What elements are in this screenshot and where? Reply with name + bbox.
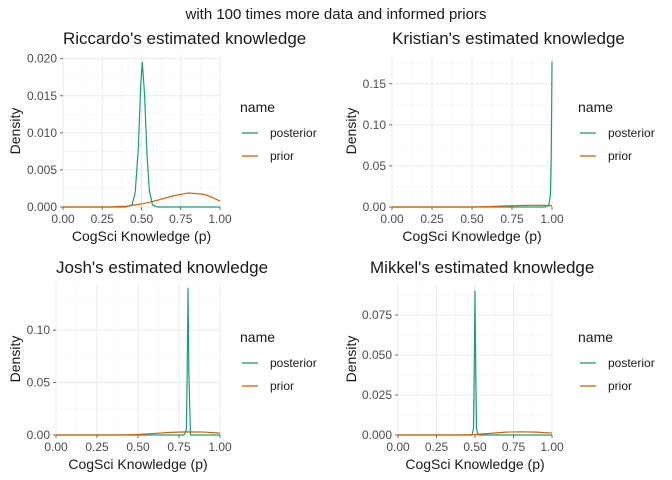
x-tick-label: 0.00 (44, 440, 68, 454)
y-axis-label: Density (343, 108, 359, 155)
x-axis-label: CogSci Knowledge (p) (72, 228, 211, 244)
x-tick-label: 0.75 (500, 212, 524, 226)
panel-1: 0.00 0.25 0.50 0.75 1.00 0.000 0.005 0.010 0.015… (7, 29, 317, 244)
y-tick-label: 0.00 (27, 428, 51, 442)
figure-suptitle: with 100 times more data and informed pr… (185, 6, 487, 23)
legend-title: name (240, 99, 275, 115)
x-tick-label: 1.00 (540, 212, 564, 226)
x-tick-label: 0.50 (460, 212, 484, 226)
panel-title: Kristian's estimated knowledge (392, 29, 625, 48)
legend-title: name (240, 329, 275, 345)
posterior-legend-label: posterior (270, 356, 317, 370)
prior-line (63, 192, 221, 208)
x-tick-label: 0.50 (126, 440, 150, 454)
prior-line (392, 204, 553, 208)
x-tick-label: 1.00 (208, 440, 232, 454)
legend-title: name (578, 99, 613, 115)
x-tick-label: 0.25 (91, 212, 115, 226)
posterior-line (398, 290, 552, 436)
y-tick-label: 0.005 (27, 163, 57, 177)
posterior-legend-label: posterior (270, 126, 317, 140)
legend: name posterior prior (240, 99, 317, 163)
x-axis-label: CogSci Knowledge (p) (402, 228, 541, 244)
x-tick-label: 0.50 (130, 212, 154, 226)
x-tick-label: 0.00 (380, 212, 404, 226)
y-tick-label: 0.015 (27, 89, 57, 103)
posterior-line (392, 61, 553, 208)
x-tick-label: 0.75 (169, 212, 193, 226)
x-tick-label: 0.75 (167, 440, 191, 454)
y-tick-label: 0.05 (27, 376, 51, 390)
panel-3: 0.00 0.25 0.50 0.75 1.00 0.00 0.05 0.10 Josh's e… (7, 258, 317, 472)
y-tick-label: 0.020 (27, 52, 57, 66)
y-tick-label: 0.15 (363, 77, 387, 91)
panel-2: 0.00 0.25 0.50 0.75 1.00 0.00 0.05 0.10 0.15 Kris… (343, 29, 655, 244)
x-tick-label: 0.25 (85, 440, 109, 454)
prior-legend-label: prior (608, 149, 632, 163)
y-tick-label: 0.10 (27, 323, 51, 337)
prior-legend-label: prior (270, 379, 294, 393)
panel-title: Riccardo's estimated knowledge (63, 29, 306, 48)
x-tick-label: 0.00 (386, 440, 410, 454)
y-tick-label: 0.00 (363, 200, 387, 214)
posterior-legend-label: posterior (608, 356, 655, 370)
legend: name posterior prior (240, 329, 317, 393)
x-axis-label: CogSci Knowledge (p) (68, 456, 207, 472)
prior-line (398, 431, 553, 436)
prior-legend-label: prior (608, 379, 632, 393)
x-tick-label: 0.75 (502, 440, 526, 454)
x-tick-label: 0.00 (51, 212, 75, 226)
posterior-legend-label: posterior (608, 126, 655, 140)
x-tick-label: 0.25 (420, 212, 444, 226)
y-tick-label: 0.075 (362, 308, 392, 322)
panel-title: Mikkel's estimated knowledge (370, 258, 594, 277)
y-axis-label: Density (343, 336, 359, 383)
legend-title: name (578, 329, 613, 345)
y-axis-label: Density (7, 108, 23, 155)
y-axis-label: Density (7, 336, 23, 383)
x-axis-label: CogSci Knowledge (p) (405, 456, 544, 472)
y-tick-label: 0.05 (363, 159, 387, 173)
y-tick-label: 0.000 (362, 428, 392, 442)
panel-title: Josh's estimated knowledge (56, 258, 268, 277)
x-tick-label: 1.00 (540, 440, 564, 454)
panel-4: 0.00 0.25 0.50 0.75 1.00 0.000 0.025 0.050 0.075… (343, 258, 655, 472)
y-tick-label: 0.025 (362, 388, 392, 402)
legend: name posterior prior (578, 329, 655, 393)
x-tick-label: 0.25 (425, 440, 449, 454)
posterior-line (56, 287, 220, 436)
x-tick-label: 1.00 (208, 212, 232, 226)
legend: name posterior prior (578, 99, 655, 163)
x-tick-label: 0.50 (463, 440, 487, 454)
y-tick-label: 0.010 (27, 126, 57, 140)
y-tick-label: 0.000 (27, 200, 57, 214)
y-tick-label: 0.050 (362, 348, 392, 362)
y-tick-label: 0.10 (363, 118, 387, 132)
prior-line (56, 431, 221, 436)
prior-legend-label: prior (270, 149, 294, 163)
